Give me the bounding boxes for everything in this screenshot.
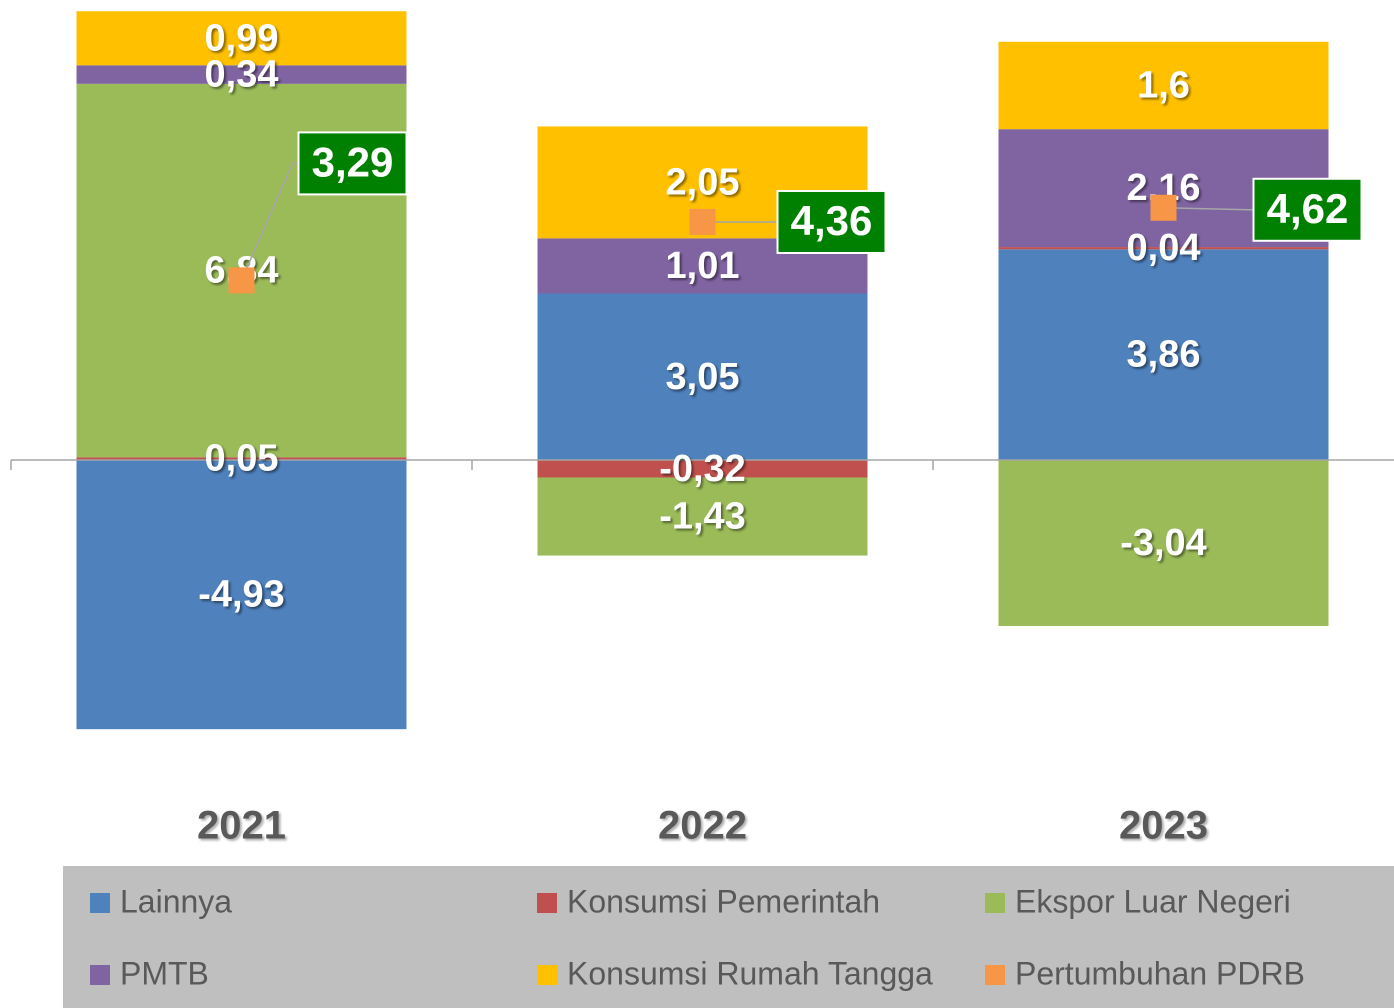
marker-label: 3,29: [312, 138, 394, 185]
marker-label-box: [297, 131, 408, 196]
marker: [228, 267, 255, 294]
x-tick-label: 2022: [658, 804, 747, 848]
legend-label: Pertumbuhan PDRB: [1015, 955, 1305, 991]
legend-label: Konsumsi Rumah Tangga: [567, 955, 933, 991]
legend-swatch: [90, 893, 110, 913]
bar-segment: [998, 41, 1329, 130]
value-label: 3,86: [1127, 334, 1201, 376]
legend-label: Lainnya: [120, 883, 232, 919]
legend-label: Ekspor Luar Negeri: [1015, 883, 1291, 919]
legend-swatch: [985, 893, 1005, 913]
value-label: 0,05: [205, 438, 279, 480]
marker-label: 4,62: [1267, 185, 1349, 232]
bar-segment: [998, 247, 1329, 250]
value-label: -3,04: [1120, 522, 1207, 564]
legend-swatch: [90, 965, 110, 985]
bar-segment: [76, 11, 407, 66]
bar-segment: [537, 477, 868, 556]
legend-label: Konsumsi Pemerintah: [567, 883, 880, 919]
bar-segment: [537, 293, 868, 461]
legend-swatch: [537, 893, 557, 913]
leader-line: [240, 162, 299, 281]
value-label: -0,32: [659, 448, 746, 490]
bar-segment: [998, 460, 1329, 626]
bar-segment: [998, 249, 1329, 461]
marker: [1150, 194, 1177, 221]
value-label: -4,93: [198, 574, 285, 616]
value-label: 0,34: [205, 54, 279, 96]
legend-swatch: [985, 965, 1005, 985]
x-tick-label: 2021: [197, 804, 286, 848]
leader-line: [1163, 207, 1254, 211]
x-tick-label: 2023: [1119, 804, 1208, 848]
legend-label: PMTB: [120, 955, 209, 991]
marker-label-box: [776, 189, 887, 254]
value-label: -1,43: [659, 496, 746, 538]
legend-box: [63, 866, 1394, 1008]
bar-segment: [537, 460, 868, 478]
value-label: 1,6: [1137, 65, 1190, 107]
legend-swatch: [537, 965, 557, 985]
value-label: 1,01: [666, 245, 740, 287]
value-label: 2,05: [666, 161, 740, 203]
marker: [689, 208, 716, 235]
marker-label: 4,36: [791, 197, 873, 244]
value-label: 0,99: [205, 17, 279, 59]
bar-segment: [76, 457, 407, 461]
value-label: 0,04: [1127, 227, 1201, 269]
marker-label-box: [1252, 177, 1363, 242]
bar-segment: [76, 460, 407, 730]
value-label: 3,05: [666, 356, 740, 398]
bar-segment: [76, 65, 407, 84]
